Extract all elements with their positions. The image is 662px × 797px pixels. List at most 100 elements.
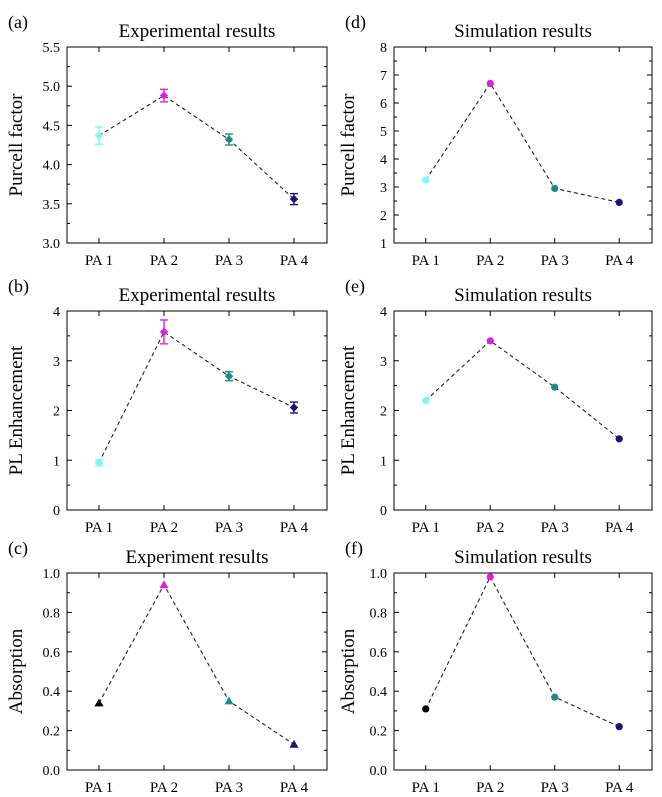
y-tick-label: 0.6 bbox=[370, 646, 388, 661]
data-point-diamond bbox=[159, 91, 169, 100]
chart-title: Simulation results bbox=[454, 547, 592, 568]
y-tick-label: 4 bbox=[380, 153, 387, 168]
panel-label: (d) bbox=[345, 12, 366, 33]
series-line bbox=[425, 340, 620, 440]
x-tick-label: PA 3 bbox=[215, 520, 243, 536]
y-tick-label: 0.8 bbox=[43, 606, 61, 621]
x-tick-label: PA 1 bbox=[85, 780, 113, 796]
y-tick-label: 0.4 bbox=[370, 685, 388, 700]
data-point-triangle bbox=[159, 580, 169, 589]
y-tick-label: 0 bbox=[53, 504, 60, 519]
y-tick-label: 0.8 bbox=[370, 606, 388, 621]
panel-label: (e) bbox=[345, 276, 365, 297]
y-tick-label: 7 bbox=[380, 69, 387, 84]
y-tick-label: 0.6 bbox=[43, 646, 61, 661]
x-tick-label: PA 2 bbox=[476, 253, 504, 269]
x-tick-label: PA 2 bbox=[150, 520, 178, 536]
y-tick-label: 4.0 bbox=[43, 159, 61, 174]
y-axis-title: Purcell factor bbox=[338, 93, 359, 197]
y-tick-label: 1 bbox=[380, 454, 387, 469]
data-point-circle bbox=[422, 705, 430, 713]
data-point-circle bbox=[551, 693, 559, 701]
x-tick-label: PA 2 bbox=[150, 253, 178, 269]
y-tick-label: 3 bbox=[380, 181, 387, 196]
data-point-diamond bbox=[94, 131, 104, 140]
y-tick-label: 3 bbox=[53, 355, 60, 370]
y-tick-label: 2 bbox=[380, 209, 387, 224]
y-tick-label: 0 bbox=[380, 504, 387, 519]
chart-title: Experimental results bbox=[119, 285, 276, 306]
x-tick-label: PA 2 bbox=[476, 780, 504, 796]
y-tick-label: 3.0 bbox=[43, 237, 61, 252]
y-axis-title: Purcell factor bbox=[6, 93, 27, 197]
chart-title: Simulation results bbox=[454, 285, 592, 306]
data-point-triangle bbox=[224, 696, 234, 705]
x-tick-label: PA 3 bbox=[215, 780, 243, 796]
data-point-circle bbox=[486, 337, 494, 345]
y-tick-label: 4.5 bbox=[43, 119, 61, 134]
data-point-diamond bbox=[94, 458, 104, 467]
data-point-diamond bbox=[224, 371, 234, 381]
panel-label: (c) bbox=[8, 538, 28, 559]
chart-panel-2: (d) Simulation results 1 2 3 4 5 6 7 8 PA 1 PA 2 PA … bbox=[338, 12, 653, 269]
y-axis-title: PL Enhancement bbox=[6, 345, 27, 475]
x-tick-label: PA 4 bbox=[280, 253, 309, 269]
data-point-diamond bbox=[159, 327, 169, 337]
panel-label: (b) bbox=[8, 276, 29, 297]
series-line bbox=[425, 575, 620, 728]
y-tick-label: 3.5 bbox=[43, 198, 61, 213]
y-axis-title: Absorption bbox=[338, 628, 359, 714]
series-line bbox=[98, 583, 295, 745]
y-tick-label: 3 bbox=[380, 355, 387, 370]
data-point-circle bbox=[615, 198, 623, 206]
y-tick-label: 6 bbox=[380, 97, 387, 112]
data-point-circle bbox=[615, 723, 623, 731]
y-tick-label: 1 bbox=[380, 237, 387, 252]
chart-title: Experimental results bbox=[119, 21, 276, 42]
data-point-circle bbox=[486, 573, 494, 581]
chart-panel-3: (b) Experimental results 0 1 2 3 4 PA 1 PA 2 PA 3… bbox=[6, 276, 328, 536]
y-tick-label: 0.2 bbox=[370, 725, 388, 740]
plot-frame bbox=[393, 310, 653, 511]
y-tick-label: 0.0 bbox=[370, 764, 388, 779]
y-tick-label: 2 bbox=[380, 405, 387, 420]
series-line bbox=[98, 94, 295, 200]
x-tick-label: PA 1 bbox=[85, 253, 113, 269]
chart-panel-5: (c) Experiment results 0.0 0.2 0.4 0.6 0.8 1.0 P… bbox=[6, 538, 328, 796]
x-tick-label: PA 1 bbox=[412, 520, 440, 536]
x-tick-label: PA 4 bbox=[280, 780, 309, 796]
data-point-circle bbox=[551, 383, 559, 391]
x-tick-label: PA 4 bbox=[605, 253, 634, 269]
y-tick-label: 4 bbox=[53, 305, 60, 320]
chart-panel-4: (e) Simulation results 0 1 2 3 4 PA 1 PA 2 PA 3 PA… bbox=[338, 276, 653, 536]
panel-label: (a) bbox=[8, 12, 28, 33]
y-tick-label: 1.0 bbox=[370, 567, 388, 582]
y-tick-label: 1.0 bbox=[43, 567, 61, 582]
y-tick-label: 5.0 bbox=[43, 80, 61, 95]
chart-panel-1: (a) Experimental results 3.0 3.5 4.0 4.5 5.0 5.… bbox=[6, 12, 328, 269]
x-tick-label: PA 2 bbox=[476, 520, 504, 536]
x-tick-label: PA 3 bbox=[541, 253, 569, 269]
chart-title: Experiment results bbox=[126, 547, 269, 568]
y-axis-title: PL Enhancement bbox=[338, 345, 359, 475]
series-line bbox=[425, 82, 620, 203]
series-line bbox=[98, 331, 295, 463]
x-tick-label: PA 4 bbox=[605, 780, 634, 796]
y-axis-title: Absorption bbox=[6, 628, 27, 714]
data-point-diamond bbox=[224, 135, 234, 144]
y-tick-label: 0.2 bbox=[43, 725, 61, 740]
x-tick-label: PA 4 bbox=[605, 520, 634, 536]
y-tick-label: 4 bbox=[380, 305, 387, 320]
plot-frame bbox=[66, 310, 328, 511]
plot-frame bbox=[393, 46, 653, 244]
x-tick-label: PA 4 bbox=[280, 520, 309, 536]
y-tick-label: 2 bbox=[53, 405, 60, 420]
chart-panel-6: (f) Simulation results 0.0 0.2 0.4 0.6 0.8 1.0 P… bbox=[338, 538, 653, 796]
data-point-circle bbox=[422, 176, 430, 184]
y-tick-label: 0.0 bbox=[43, 764, 61, 779]
panel-label: (f) bbox=[345, 538, 363, 559]
x-tick-label: PA 1 bbox=[412, 253, 440, 269]
y-tick-label: 5 bbox=[380, 125, 387, 140]
